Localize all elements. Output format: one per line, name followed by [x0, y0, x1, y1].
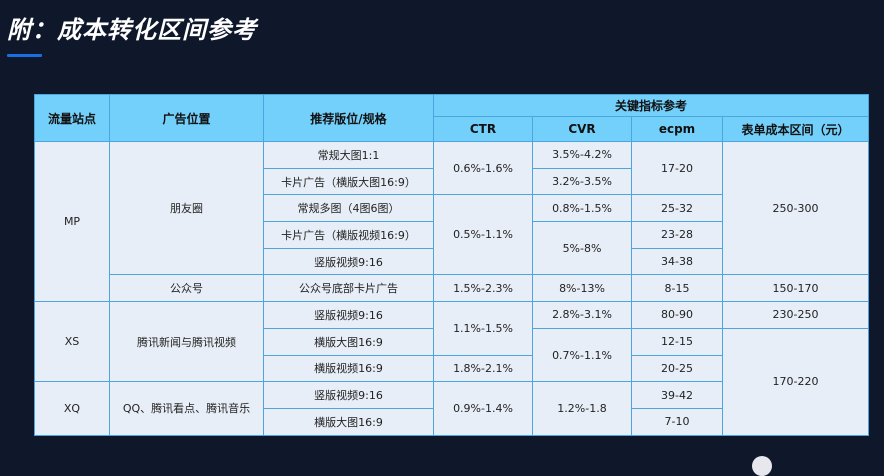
cell-ecpm: 20-25	[631, 354, 723, 383]
cell-cost: 150-170	[721, 274, 870, 303]
cell-ctr: 1.5%-2.3%	[433, 274, 533, 303]
cell-ecpm: 23-28	[631, 221, 723, 249]
cell-ecpm: 17-20	[631, 140, 723, 196]
cell-placement: 朋友圈	[109, 140, 264, 276]
cell-cost: 230-250	[721, 301, 870, 329]
header-ecpm: ecpm	[631, 116, 723, 142]
cell-cvr: 0.8%-1.5%	[532, 194, 632, 223]
cell-ecpm: 39-42	[631, 381, 723, 409]
cell-placement: 公众号	[109, 274, 264, 303]
cell-cvr: 0.7%-1.1%	[532, 327, 632, 383]
cell-ecpm: 8-15	[631, 274, 723, 303]
cell-format: 常规大图1:1	[263, 141, 434, 169]
cell-ecpm: 80-90	[631, 301, 723, 329]
header-cvr: CVR	[532, 116, 632, 142]
table-row: XQ QQ、腾讯看点、腾讯音乐 竖版视频9:16 0.9%-1.4% 1.2%-…	[34, 381, 869, 436]
cell-placement: QQ、腾讯看点、腾讯音乐	[109, 381, 264, 436]
header-ctr: CTR	[433, 116, 533, 142]
cell-site: MP	[34, 140, 110, 303]
cell-cvr: 8%-13%	[532, 274, 632, 303]
cell-ctr: 0.6%-1.6%	[433, 140, 533, 196]
cell-cvr: 3.5%-4.2%	[532, 141, 632, 169]
table-row: 横版大图16:9 7-10	[35, 407, 869, 436]
cell-site: XS	[34, 301, 110, 383]
cell-cvr: 5%-8%	[532, 221, 632, 276]
cell-format: 横版大图16:9	[263, 327, 434, 356]
cell-cost: 250-300	[721, 140, 870, 276]
cell-format: 竖版视频9:16	[263, 247, 434, 276]
cell-cost: 170-220	[721, 327, 870, 436]
cell-ecpm: 12-15	[631, 327, 723, 356]
cell-ctr: 0.9%-1.4%	[433, 381, 533, 436]
cell-ecpm: 25-32	[631, 194, 723, 223]
partial-circle-icon	[752, 456, 772, 476]
cell-format: 卡片广告（横版视频16:9）	[263, 221, 434, 249]
table-row: 卡片广告（横版大图16:9） 3.2%-3.5%	[35, 167, 869, 196]
cell-format: 横版视频16:9	[263, 354, 434, 383]
header-key-metrics: 关键指标参考	[432, 94, 870, 117]
cell-cvr: 3.2%-3.5%	[532, 167, 632, 196]
table-row: 横版大图16:9 0.7%-1.1% 12-15 170-220	[35, 327, 870, 436]
header-placement: 广告位置	[109, 94, 264, 142]
header-site: 流量站点	[34, 94, 110, 142]
cell-site: XQ	[34, 381, 110, 436]
table-row: MP 朋友圈 常规大图1:1 0.6%-1.6% 3.5%-4.2% 17-20…	[34, 140, 870, 303]
cell-ctr: 1.8%-2.1%	[433, 354, 533, 383]
cell-placement: 腾讯新闻与腾讯视频	[109, 301, 264, 383]
cell-cvr: 2.8%-3.1%	[532, 301, 632, 329]
table-row: 竖版视频9:16 34-38	[35, 247, 869, 276]
table-row: 常规多图（4图6图） 0.5%-1.1% 0.8%-1.5% 25-32	[35, 194, 869, 276]
cell-ecpm: 34-38	[631, 247, 723, 276]
cell-ctr: 0.5%-1.1%	[433, 194, 533, 276]
table-row: 卡片广告（横版视频16:9） 5%-8% 23-28	[35, 221, 869, 276]
cell-cvr: 1.2%-1.8	[532, 381, 632, 436]
cell-format: 卡片广告（横版大图16:9）	[263, 167, 434, 196]
cell-format: 常规多图（4图6图）	[263, 194, 434, 223]
page-title: 附：成本转化区间参考	[7, 16, 257, 44]
table-row: XS 腾讯新闻与腾讯视频 竖版视频9:16 1.1%-1.5% 2.8%-3.1…	[34, 301, 870, 383]
header-cost: 表单成本区间（元）	[721, 116, 870, 142]
title-underline	[7, 54, 42, 57]
table-row: 公众号 公众号底部卡片广告 1.5%-2.3% 8%-13% 8-15 150-…	[35, 274, 870, 303]
cell-ctr: 1.1%-1.5%	[433, 301, 533, 356]
cell-format: 横版大图16:9	[263, 407, 434, 436]
cost-reference-table: 流量站点 广告位置 推荐版位/规格 关键指标参考 CTR CVR ecpm 表单…	[34, 94, 870, 436]
cell-ecpm: 7-10	[631, 407, 723, 436]
cell-format: 竖版视频9:16	[263, 301, 434, 329]
header-format: 推荐版位/规格	[263, 94, 434, 142]
cell-format: 竖版视频9:16	[263, 381, 434, 409]
cell-format: 公众号底部卡片广告	[263, 274, 434, 303]
